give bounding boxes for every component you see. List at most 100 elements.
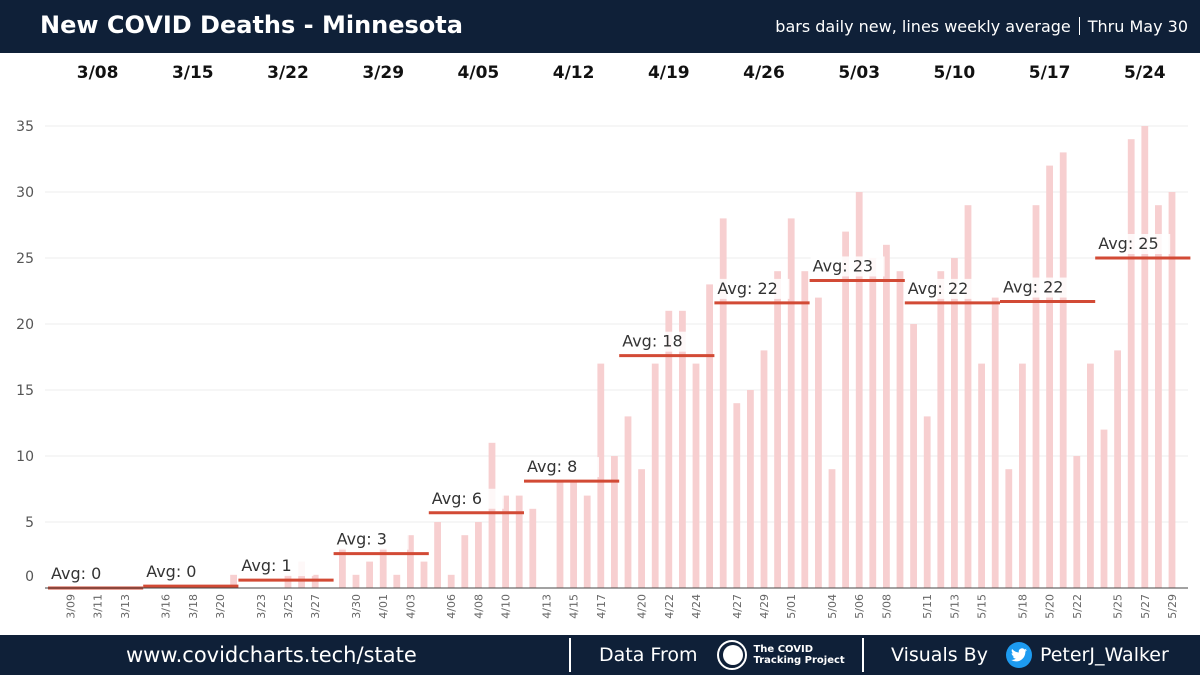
- daily-bar: [651, 363, 659, 588]
- daily-bar: [801, 271, 809, 588]
- daily-bar: [719, 218, 727, 588]
- x-tick-label: 3/23: [255, 594, 268, 619]
- average-label-bg: [144, 562, 219, 583]
- x-tick-label: 4/29: [758, 594, 771, 619]
- daily-bar: [869, 258, 877, 588]
- x-tick-label: 3/09: [64, 594, 77, 619]
- daily-bar: [638, 469, 645, 588]
- y-tick-label: 20: [16, 317, 34, 333]
- week-label: 3/22: [267, 63, 309, 83]
- x-tick-label: 4/08: [472, 594, 485, 619]
- header-bar: New COVID Deaths - Minnesota bars daily …: [0, 0, 1200, 53]
- average-label-bg: [429, 488, 504, 509]
- daily-bar: [624, 416, 632, 588]
- daily-bar: [855, 192, 863, 588]
- axis-layer: 0 5 10 15 20 25 30 35 3/08 3/15 3/22 3/29 4/05 4/12 4/…: [16, 63, 1188, 619]
- average-label: Avg: 22: [717, 279, 777, 298]
- daily-bar: [339, 548, 346, 588]
- daily-bar: [951, 258, 958, 588]
- average-label-bg: [620, 331, 695, 352]
- daily-bar: [556, 482, 564, 588]
- week-label: 3/08: [77, 63, 119, 83]
- x-tick-label: 5/22: [1071, 594, 1084, 619]
- deaths-chart: Avg: 0 Avg: 0 Avg: 1 Avg: 3 Avg: 6 Avg: 8 Avg:…: [16, 63, 1191, 619]
- daily-bar: [461, 535, 469, 588]
- data-from-label: Data From: [599, 644, 698, 666]
- ctp-line2: Tracking Project: [753, 655, 845, 666]
- x-tick-label: 5/27: [1139, 594, 1152, 619]
- daily-bar: [434, 522, 441, 588]
- daily-bar: [447, 574, 455, 588]
- daily-bar: [1114, 350, 1121, 588]
- daily-bar: [1087, 363, 1094, 588]
- daily-bar: [883, 244, 890, 589]
- x-tick-label: 5/01: [785, 594, 798, 619]
- x-tick-label: 5/04: [826, 594, 839, 619]
- website-link[interactable]: www.covidcharts.tech/state: [126, 643, 417, 667]
- daily-bar: [1059, 152, 1067, 588]
- footer-divider: [569, 638, 571, 672]
- x-tick-label: 5/11: [921, 594, 934, 619]
- daily-bar: [910, 324, 917, 588]
- daily-bar: [393, 574, 401, 588]
- subtitle-date: Thru May 30: [1087, 17, 1188, 36]
- footer-credits: Visuals By PeterJ_Walker: [891, 635, 1169, 675]
- daily-bar: [828, 469, 836, 588]
- twitter-icon[interactable]: [1005, 642, 1032, 668]
- week-label: 5/17: [1029, 63, 1071, 83]
- x-tick-label: 4/27: [731, 594, 744, 619]
- daily-bar: [1032, 205, 1040, 588]
- x-tick-label: 4/03: [404, 594, 417, 619]
- daily-bar: [1127, 139, 1135, 588]
- daily-bar: [597, 363, 605, 588]
- x-tick-label: 4/24: [690, 594, 703, 619]
- x-tick-label: 4/15: [568, 594, 581, 619]
- daily-bar: [964, 205, 972, 588]
- daily-bar: [352, 574, 360, 588]
- week-label: 3/29: [362, 63, 404, 83]
- subtitle-separator: [1078, 17, 1080, 35]
- daily-bar: [420, 561, 428, 588]
- twitter-handle[interactable]: PeterJ_Walker: [1039, 644, 1169, 666]
- x-tick-label: 4/13: [540, 594, 553, 619]
- x-tick-label: 3/20: [214, 594, 227, 619]
- daily-bar: [230, 574, 237, 588]
- daily-bar: [706, 284, 713, 588]
- x-tick-label: 5/13: [948, 594, 961, 619]
- ctp-logo-text: The COVID Tracking Project: [753, 644, 844, 666]
- daily-bar: [515, 495, 523, 588]
- chart-title: New COVID Deaths - Minnesota: [40, 11, 463, 39]
- daily-bar: [379, 548, 387, 588]
- average-label: Avg: 8: [527, 457, 577, 476]
- average-label-bg: [715, 278, 790, 299]
- week-label: 5/24: [1124, 63, 1166, 83]
- average-label-bg: [1096, 234, 1171, 254]
- y-tick-label: 35: [16, 119, 34, 135]
- average-label: Avg: 22: [908, 279, 968, 298]
- week-label: 3/15: [172, 63, 214, 83]
- x-tick-label: 5/20: [1044, 594, 1057, 619]
- average-label: Avg: 0: [146, 562, 196, 581]
- x-tick-label: 5/15: [976, 594, 989, 619]
- footer-website[interactable]: www.covidcharts.tech/state: [126, 635, 417, 675]
- x-tick-label: 3/27: [309, 594, 322, 619]
- bar-layer: [230, 126, 1176, 589]
- week-label: 5/10: [934, 63, 976, 83]
- y-tick-label: 30: [16, 185, 34, 201]
- daily-bar: [1073, 456, 1081, 588]
- average-label: Avg: 18: [622, 332, 682, 351]
- daily-bar: [407, 535, 414, 588]
- daily-bar: [570, 482, 577, 588]
- daily-bar: [692, 363, 700, 588]
- visuals-by-label: Visuals By: [891, 644, 988, 666]
- daily-bar: [842, 231, 849, 588]
- average-label-bg: [49, 564, 123, 584]
- footer-bar: www.covidcharts.tech/state Data From The…: [0, 635, 1200, 675]
- x-tick-label: 4/22: [663, 594, 676, 619]
- x-tick-label: 5/29: [1166, 594, 1179, 619]
- average-label: Avg: 22: [1003, 278, 1063, 297]
- average-label-bg: [334, 529, 409, 550]
- x-tick-label: 4/17: [595, 594, 608, 619]
- daily-bar: [978, 363, 985, 588]
- daily-bar: [733, 403, 741, 588]
